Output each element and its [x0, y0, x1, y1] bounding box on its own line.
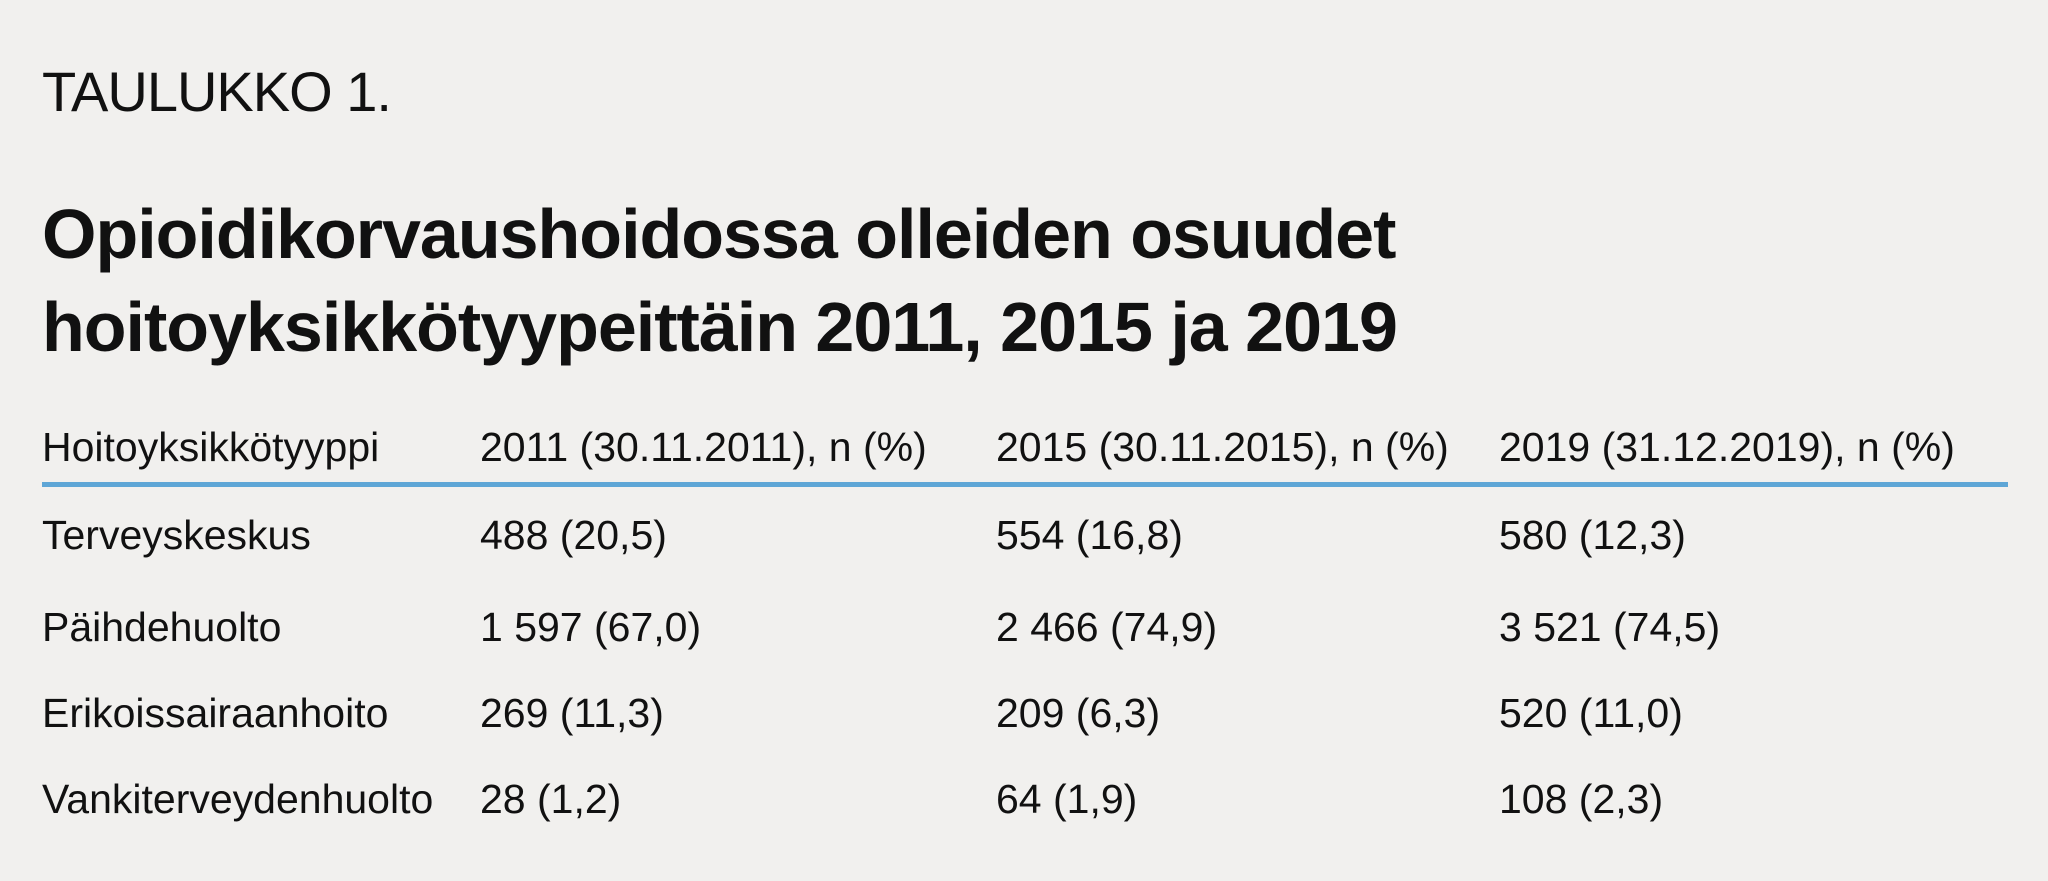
table-header-row: Hoitoyksikkötyyppi 2011 (30.11.2011), n … — [42, 410, 2008, 487]
cell-2015: 2 466 (74,9) — [996, 604, 1218, 650]
data-table: Hoitoyksikkötyyppi 2011 (30.11.2011), n … — [42, 410, 2008, 843]
column-header-unit-type: Hoitoyksikkötyyppi — [42, 410, 480, 487]
row-label: Erikoissairaanhoito — [42, 690, 389, 736]
table-figure: TAULUKKO 1. Opioidikorvaushoidossa ollei… — [42, 0, 2008, 881]
table-row: Erikoissairaanhoito 269 (11,3) 209 (6,3)… — [42, 671, 2008, 757]
row-label: Terveyskeskus — [42, 512, 311, 558]
row-label: Vankiterveydenhuolto — [42, 776, 434, 822]
row-label: Päihdehuolto — [42, 604, 282, 650]
cell-2015: 64 (1,9) — [996, 776, 1138, 822]
cell-2019: 580 (12,3) — [1499, 512, 1686, 558]
column-header-2011: 2011 (30.11.2011), n (%) — [480, 410, 996, 487]
cell-2015: 209 (6,3) — [996, 690, 1161, 736]
cell-2015: 554 (16,8) — [996, 512, 1183, 558]
table-row: Vankiterveydenhuolto 28 (1,2) 64 (1,9) 1… — [42, 757, 2008, 843]
cell-2019: 108 (2,3) — [1499, 776, 1664, 822]
cell-2019: 520 (11,0) — [1499, 690, 1683, 736]
cell-2011: 28 (1,2) — [480, 776, 622, 822]
table-row: Terveyskeskus 488 (20,5) 554 (16,8) 580 … — [42, 484, 2008, 585]
column-header-2015: 2015 (30.11.2015), n (%) — [996, 410, 1499, 487]
cell-2019: 3 521 (74,5) — [1499, 604, 1721, 650]
table-title-line-1: Opioidikorvaushoidossa olleiden osuudet — [42, 195, 1396, 273]
table-row: Päihdehuolto 1 597 (67,0) 2 466 (74,9) 3… — [42, 585, 2008, 671]
cell-2011: 488 (20,5) — [480, 512, 667, 558]
table-title-line-2: hoitoyksikkötyypeittäin 2011, 2015 ja 20… — [42, 288, 1398, 366]
table-title: Opioidikorvaushoidossa olleiden osuudet … — [42, 188, 1942, 374]
cell-2011: 269 (11,3) — [480, 690, 664, 736]
cell-2011: 1 597 (67,0) — [480, 604, 702, 650]
table-label: TAULUKKO 1. — [42, 60, 392, 123]
column-header-2019: 2019 (31.12.2019), n (%) — [1499, 410, 2008, 487]
